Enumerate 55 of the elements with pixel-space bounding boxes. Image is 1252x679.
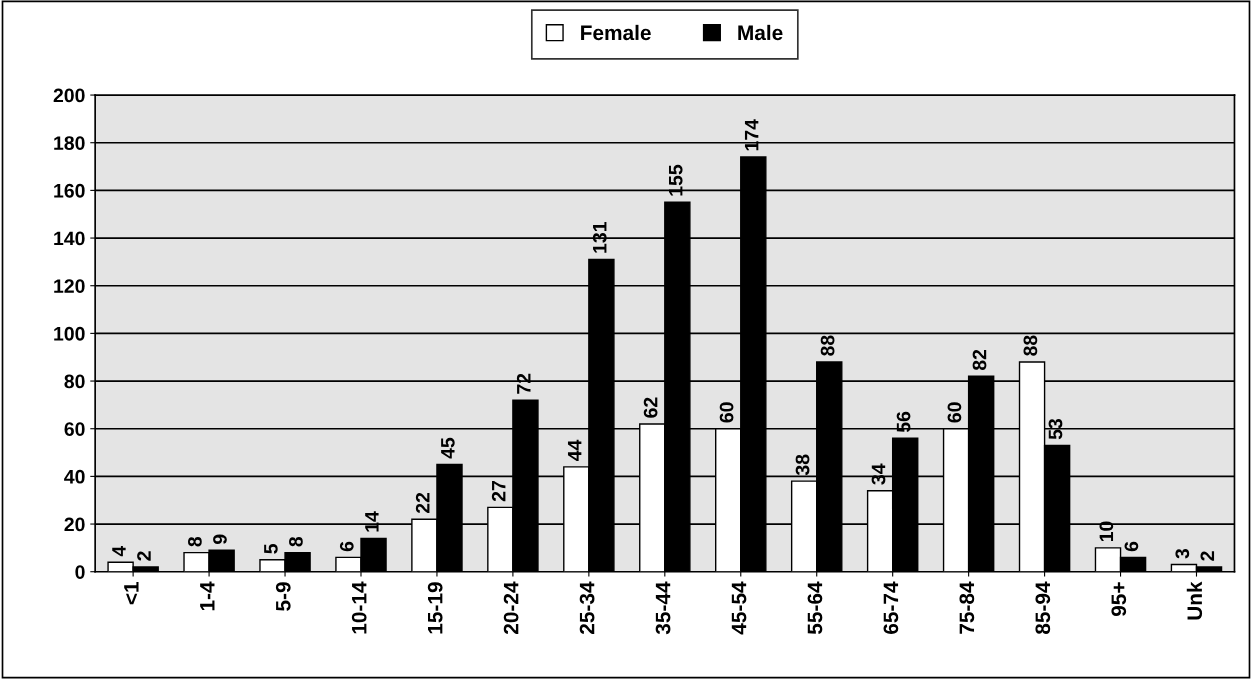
data-label: 38 bbox=[795, 454, 810, 476]
legend-label: Male bbox=[738, 24, 783, 41]
x-tick-label: 45-54 bbox=[731, 581, 747, 635]
x-tick-label: 65-74 bbox=[883, 581, 899, 634]
data-label: 60 bbox=[947, 402, 962, 423]
y-tick-label: 200 bbox=[53, 88, 85, 103]
y-tick-label: 20 bbox=[64, 517, 85, 532]
data-label: 27 bbox=[491, 481, 506, 502]
data-label: 62 bbox=[643, 397, 658, 418]
data-label: 6 bbox=[339, 541, 354, 552]
x-tick-label: 1-4 bbox=[200, 581, 215, 611]
x-tick-label: 55-64 bbox=[807, 581, 823, 635]
x-tick-label: 95+ bbox=[1111, 582, 1127, 617]
x-tick-label: 35-44 bbox=[655, 581, 671, 635]
data-label: 14 bbox=[365, 511, 379, 532]
y-tick-label: 0 bbox=[75, 565, 85, 579]
y-tick-label: 140 bbox=[54, 231, 85, 246]
data-label: 88 bbox=[820, 335, 835, 356]
y-tick-label: 40 bbox=[64, 469, 85, 484]
data-label: 45 bbox=[441, 437, 455, 459]
data-label: 8 bbox=[289, 536, 303, 547]
data-label: 9 bbox=[213, 534, 227, 545]
data-label: 2 bbox=[1200, 551, 1215, 561]
x-tick-label: Unk bbox=[1186, 581, 1203, 620]
y-tick-label: 120 bbox=[54, 279, 85, 293]
x-tick-label: 85-94 bbox=[1035, 581, 1051, 635]
y-tick-label: 160 bbox=[54, 183, 85, 198]
data-label: 60 bbox=[719, 402, 734, 423]
data-label: 4 bbox=[112, 545, 126, 557]
data-label: 44 bbox=[567, 439, 582, 461]
data-label: 10 bbox=[1099, 521, 1114, 542]
data-label: 6 bbox=[1124, 541, 1139, 552]
y-tick-label: 60 bbox=[64, 422, 85, 436]
x-tick-label: 75-84 bbox=[959, 581, 975, 634]
data-label: 88 bbox=[1023, 335, 1038, 356]
y-tick-label: 100 bbox=[54, 326, 85, 341]
data-label: 53 bbox=[1048, 418, 1063, 440]
data-label: 22 bbox=[415, 492, 430, 514]
data-label: 56 bbox=[896, 411, 911, 433]
legend-label: Female bbox=[581, 24, 651, 41]
x-tick-label: 10-14 bbox=[351, 581, 367, 634]
y-tick-label: 80 bbox=[64, 374, 85, 389]
data-label: 131 bbox=[592, 222, 607, 253]
data-label: 5 bbox=[264, 543, 278, 554]
x-tick-label: 25-34 bbox=[579, 581, 595, 634]
x-tick-label: <1 bbox=[124, 582, 139, 605]
data-label: 174 bbox=[744, 119, 759, 151]
data-label: 3 bbox=[1175, 548, 1190, 559]
x-tick-label: 15-19 bbox=[427, 582, 443, 634]
data-label: 2 bbox=[137, 551, 151, 561]
x-tick-label: 5-9 bbox=[275, 582, 291, 611]
x-tick-label: 20-24 bbox=[503, 581, 519, 634]
data-label: 82 bbox=[972, 349, 987, 371]
y-tick-label: 180 bbox=[54, 136, 85, 150]
data-label: 8 bbox=[188, 536, 202, 547]
